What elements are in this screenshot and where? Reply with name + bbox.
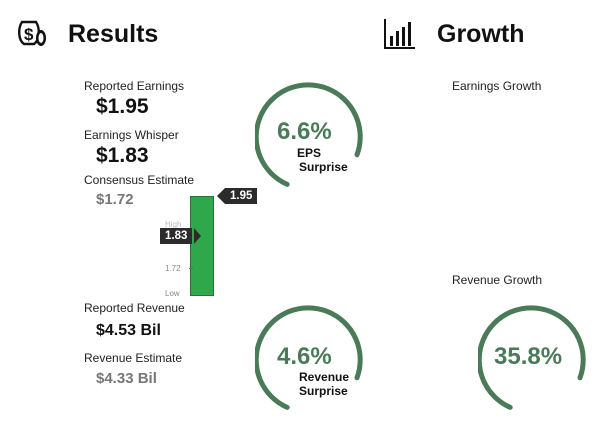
tick-high: High [165,220,182,229]
revenue-growth-arc [478,305,586,410]
whisper-flag: 1.83 [160,228,193,244]
eps-surprise-arc [255,82,363,187]
whisper-flag-pointer [194,228,201,244]
eps-surprise-value: 6.6% [277,118,332,145]
revenue-estimate-value: $4.33 Bil [96,370,157,387]
consensus-estimate-label: Consensus Estimate [84,173,195,187]
reported-revenue-value: $4.53 Bil [96,322,161,339]
revenue-growth-label: Revenue Growth [452,273,543,287]
revenue-growth-gauge: 35.8% [478,305,588,415]
earnings-whisper-label: Earnings Whisper [84,128,179,142]
svg-text:$: $ [24,25,34,44]
reported-earnings-label: Reported Earnings [84,79,185,93]
revenue-growth-value: 35.8% [494,343,563,370]
eps-bar [190,196,214,296]
reported-flag: 1.95 [225,188,258,204]
reported-flag-pointer [217,188,225,204]
revenue-surprise-caption-2: Surprise [299,384,348,398]
tick-low: Low [165,289,180,298]
growth-title: Growth [437,20,525,48]
revenue-surprise-value: 4.6% [277,343,332,370]
earnings-growth-label: Earnings Growth [452,79,542,93]
eps-surprise-caption-2: Surprise [299,160,348,174]
revenue-surprise-gauge: 4.6% Revenue Surprise [255,305,365,415]
bar-chart-icon [384,19,415,49]
tick-mid: 1.72 [165,264,181,273]
revenue-surprise-arc [255,305,363,410]
eps-range-chart: High 1.72 Low 1.95 1.83 [150,185,260,300]
reported-revenue-label: Reported Revenue [84,301,185,315]
reported-earnings-value: $1.95 [96,95,149,118]
eps-surprise-caption-1: EPS [297,146,322,160]
results-title: Results [68,20,159,48]
earnings-whisper-value: $1.83 [96,144,149,167]
tick-mark-mid [189,268,193,269]
consensus-estimate-value: $1.72 [96,191,134,208]
money-bag-icon: $ [18,20,46,46]
revenue-estimate-label: Revenue Estimate [84,351,183,365]
eps-surprise-gauge: 6.6% EPS Surprise [255,82,365,192]
revenue-surprise-caption-1: Revenue [299,370,350,384]
